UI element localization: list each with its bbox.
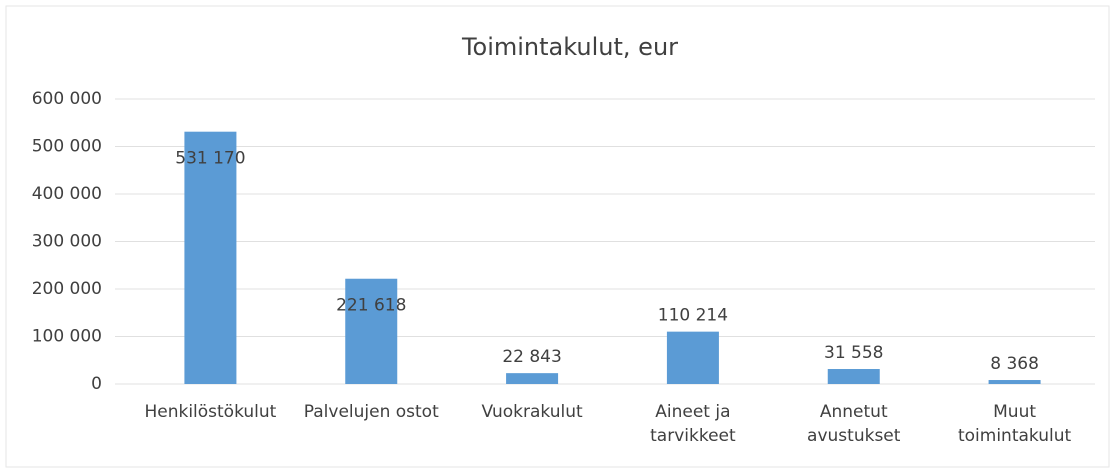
data-label: 221 618 [336,296,406,316]
bar [666,331,719,384]
bar [506,373,559,384]
data-label: 8 368 [990,354,1039,374]
chart-border [5,5,1110,468]
data-label: 110 214 [658,306,728,326]
x-tick-label: Henkilöstökulut [144,402,277,422]
x-tick-label: Aineet ja tarvikkeet [650,402,736,446]
y-tick-label: 600 000 [32,89,102,109]
y-tick-label: 300 000 [32,232,102,252]
bar [345,278,398,384]
data-label: 22 843 [502,347,561,367]
bar [988,380,1041,384]
y-tick-label: 100 000 [32,327,102,347]
y-tick-label: 0 [91,374,102,394]
y-tick-label: 500 000 [32,137,102,157]
bar [184,131,237,384]
data-label: 31 558 [824,343,883,363]
chart-title: Toimintakulut, eur [461,33,678,61]
data-label: 531 170 [175,149,245,169]
x-tick-label: Annetut avustukset [807,402,901,446]
bar [827,369,880,384]
y-tick-label: 200 000 [32,279,102,299]
y-tick-label: 400 000 [32,184,102,204]
x-tick-label: Muut toimintakulut [957,402,1072,446]
x-tick-label: Palvelujen ostot [303,402,439,422]
x-tick-label: Vuokrakulut [481,402,583,422]
